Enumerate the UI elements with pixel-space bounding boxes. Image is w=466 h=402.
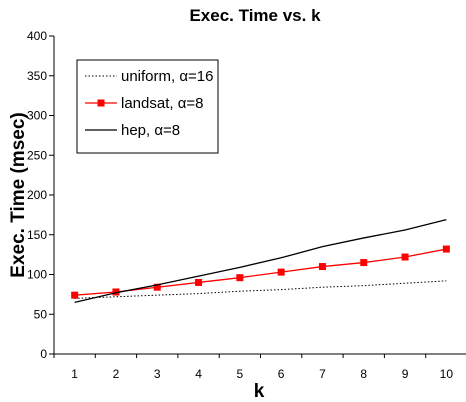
y-tick-label: 50 bbox=[34, 307, 48, 321]
data-point bbox=[360, 259, 368, 267]
series-line-0 bbox=[74, 280, 447, 299]
x-tick-label: 4 bbox=[195, 367, 202, 381]
legend-marker bbox=[97, 99, 105, 107]
series-line-2 bbox=[74, 219, 447, 303]
x-tick-label: 7 bbox=[319, 367, 326, 381]
y-tick-label: 350 bbox=[27, 69, 47, 83]
x-tick-label: 5 bbox=[237, 367, 244, 381]
y-tick-label: 150 bbox=[27, 228, 47, 242]
data-point bbox=[112, 288, 120, 296]
x-axis-label: k bbox=[254, 381, 265, 402]
y-tick-label: 0 bbox=[40, 347, 47, 361]
x-tick-label: 10 bbox=[440, 367, 454, 381]
legend-label-0: uniform, α=16 bbox=[121, 68, 213, 85]
x-tick-label: 1 bbox=[71, 367, 78, 381]
data-point bbox=[318, 263, 326, 271]
series-line-1 bbox=[74, 248, 447, 296]
data-point bbox=[401, 253, 409, 261]
legend-label-1: landsat, α=8 bbox=[121, 95, 203, 112]
data-point bbox=[153, 283, 161, 291]
data-point bbox=[71, 291, 79, 299]
x-tick-label: 3 bbox=[154, 367, 161, 381]
y-tick-label: 100 bbox=[27, 268, 47, 282]
y-tick-label: 250 bbox=[27, 148, 47, 162]
x-tick-label: 8 bbox=[360, 367, 367, 381]
legend-label-2: hep, α=8 bbox=[121, 122, 180, 139]
data-point bbox=[236, 274, 244, 282]
y-tick-label: 300 bbox=[27, 109, 47, 123]
data-point bbox=[195, 278, 203, 286]
y-axis-label: Exec. Time (msec) bbox=[8, 112, 29, 277]
chart-title: Exec. Time vs. k bbox=[189, 6, 321, 25]
x-tick-label: 9 bbox=[402, 367, 409, 381]
y-tick-label: 400 bbox=[27, 29, 47, 43]
x-tick-label: 6 bbox=[278, 367, 285, 381]
x-tick-label: 2 bbox=[113, 367, 120, 381]
data-point bbox=[442, 245, 450, 253]
y-tick-label: 200 bbox=[27, 188, 47, 202]
data-point bbox=[277, 268, 285, 276]
